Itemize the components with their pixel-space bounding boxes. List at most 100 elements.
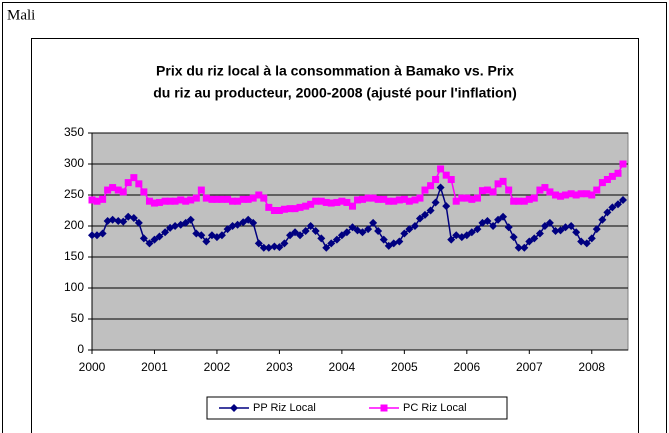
data-point [572, 228, 581, 237]
legend-marker [230, 404, 238, 412]
x-tick-label: 2002 [204, 360, 231, 374]
data-point [421, 186, 429, 194]
data-point [119, 217, 128, 226]
data-point [427, 182, 435, 190]
data-point [494, 180, 502, 188]
data-point [462, 231, 471, 240]
data-point [395, 196, 403, 204]
data-point [197, 231, 206, 240]
legend-marker [380, 404, 388, 412]
y-tick-label: 150 [64, 249, 84, 263]
data-point [182, 197, 190, 205]
data-point [395, 237, 404, 246]
data-point [505, 186, 513, 194]
data-point [390, 197, 398, 205]
data-point [317, 197, 325, 205]
data-point [358, 228, 367, 237]
data-point [452, 197, 460, 205]
data-point [552, 191, 560, 199]
data-point [520, 243, 529, 252]
data-point [592, 225, 601, 234]
data-point [186, 215, 195, 224]
data-point [354, 196, 362, 204]
data-point [557, 192, 565, 200]
data-point [233, 220, 242, 229]
data-point [369, 218, 378, 227]
data-point [489, 188, 497, 196]
x-tick-label: 2003 [266, 360, 293, 374]
x-tick-label: 2007 [516, 360, 543, 374]
data-point [88, 196, 96, 204]
data-point [280, 205, 288, 213]
data-point [530, 194, 538, 202]
data-point [135, 180, 143, 188]
data-point [473, 225, 482, 234]
data-point [244, 195, 252, 203]
data-point [494, 215, 503, 224]
data-point [468, 195, 476, 203]
data-point [614, 200, 623, 209]
data-point [405, 197, 413, 205]
data-point [458, 194, 466, 202]
data-point [161, 228, 170, 237]
data-point [218, 195, 226, 203]
data-point [124, 179, 132, 187]
data-point [239, 195, 247, 203]
x-tick-label: 2005 [391, 360, 418, 374]
data-point [93, 197, 101, 205]
data-point [343, 198, 351, 206]
data-point [525, 237, 534, 246]
data-point [311, 226, 320, 235]
data-point [99, 195, 107, 203]
data-point [583, 190, 591, 198]
data-point [114, 217, 123, 226]
data-point [187, 196, 195, 204]
chart-title: du riz au producteur, 2000-2008 (ajusté … [153, 85, 517, 101]
data-point [463, 194, 471, 202]
data-point [213, 195, 221, 203]
data-point [229, 197, 237, 205]
data-point [255, 191, 263, 199]
data-point [337, 231, 346, 240]
data-point [234, 197, 242, 205]
data-point [275, 207, 283, 214]
data-point [244, 215, 253, 224]
data-point [249, 194, 257, 202]
data-point [296, 203, 304, 211]
data-point [540, 222, 549, 230]
data-point [588, 191, 596, 199]
data-point [181, 218, 190, 227]
data-point [509, 233, 518, 242]
data-point [572, 191, 580, 199]
page-label: Mali [7, 7, 35, 23]
chart-title: Prix du riz local à la consommation à Ba… [156, 63, 514, 79]
data-point [124, 212, 133, 221]
data-point [259, 243, 268, 252]
data-point [520, 197, 528, 205]
data-point [483, 186, 491, 194]
data-point [312, 197, 320, 205]
y-tick-label: 0 [77, 342, 84, 356]
data-point [145, 239, 154, 248]
data-point [467, 228, 476, 237]
data-point [322, 198, 330, 206]
data-point [260, 194, 268, 202]
data-point [327, 239, 336, 248]
data-point [415, 214, 424, 223]
plot-area [91, 132, 629, 351]
x-tick-label: 2008 [578, 360, 605, 374]
data-point [410, 222, 419, 230]
data-point [217, 231, 226, 240]
data-point [280, 239, 289, 248]
data-point [603, 208, 612, 217]
data-point [286, 231, 295, 240]
data-point [545, 218, 554, 227]
data-point [275, 243, 284, 252]
data-point [202, 237, 211, 246]
data-point [514, 243, 523, 252]
y-tick-label: 200 [64, 218, 84, 232]
data-point [567, 190, 575, 198]
legend-box [206, 396, 508, 420]
data-point [535, 229, 544, 238]
data-point [139, 234, 148, 243]
